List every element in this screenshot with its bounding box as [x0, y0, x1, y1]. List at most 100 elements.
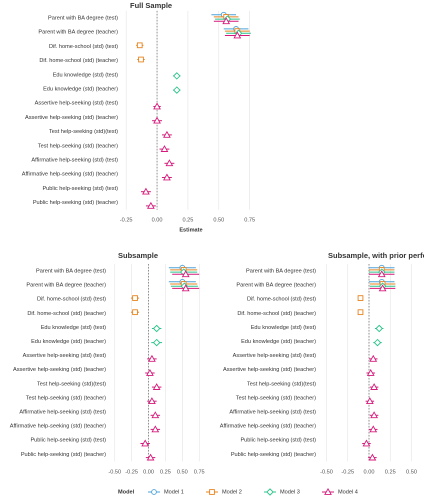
y-tick-label: Assertive help-seeking (std) (test): [35, 101, 118, 107]
point: [148, 397, 156, 405]
y-tick-label: Public help-seeking (std) (test): [240, 438, 316, 444]
y-tick-label: Affirmative help-seeking (std) (test): [19, 409, 106, 415]
point: [163, 173, 171, 181]
x-tick-label: 0.50: [406, 469, 417, 475]
x-tick-label: 0.00: [143, 469, 154, 475]
legend-label: Model 2: [222, 489, 242, 495]
panel-title: Full Sample: [130, 1, 172, 10]
point: [173, 72, 181, 80]
y-tick-label: Public help-seeking (std) (teacher): [21, 452, 106, 458]
point: [222, 17, 231, 25]
y-tick-label: Test help-seeking (std)(test): [37, 381, 106, 387]
point: [152, 338, 161, 347]
y-tick-label: Parent with BA degree (test): [246, 268, 316, 274]
point: [181, 284, 190, 292]
x-tick-label: 0.25: [385, 469, 396, 475]
legend-label: Model 1: [164, 489, 184, 495]
y-tick-label: Dif. home-school (std) (test): [37, 297, 106, 303]
y-tick-label: Assertive help-seeking (std) (test): [233, 353, 316, 359]
x-tick-label: 0.00: [152, 217, 163, 223]
y-tick-label: Dif. home-school (std) (teacher): [39, 58, 118, 64]
x-tick-label: 0.25: [160, 469, 171, 475]
y-tick-label: Affirmative help-seeking (std) (teacher): [22, 172, 118, 178]
y-tick-label: Assertive help-seeking (std) (teacher): [223, 367, 316, 373]
point: [378, 284, 387, 292]
point: [373, 338, 382, 347]
y-tick-label: Public help-seeking (std) (teacher): [33, 200, 118, 206]
y-tick-label: Affirmative help-seeking (std) (teacher): [10, 424, 106, 430]
point: [365, 397, 374, 405]
legend-label: Model 4: [338, 489, 358, 495]
legend-label: Model 3: [280, 489, 300, 495]
y-tick-label: Dif. home-school (std) (teacher): [237, 311, 316, 317]
x-tick-label: 0.75: [194, 469, 205, 475]
y-tick-label: Parent with BA degree (teacher): [26, 283, 106, 289]
point: [369, 425, 378, 433]
y-tick-label: Dif. home-school (std) (test): [247, 297, 316, 303]
point: [209, 489, 215, 495]
y-tick-label: Edu knowledge (std) (test): [53, 72, 118, 78]
y-tick-label: Affirmative help-seeking (std) (test): [229, 409, 316, 415]
point: [152, 324, 161, 333]
point: [362, 439, 371, 447]
point: [132, 295, 138, 301]
point: [146, 368, 154, 376]
y-tick-label: Edu knowledge (std) (teacher): [241, 339, 316, 345]
point: [357, 309, 364, 316]
y-tick-label: Edu knowledge (std) (test): [41, 325, 106, 331]
y-tick-label: Edu knowledge (std) (teacher): [43, 86, 118, 92]
point: [370, 383, 378, 390]
y-tick-label: Test help-seeking (std)(test): [247, 381, 316, 387]
point: [132, 309, 138, 316]
y-tick-label: Test help-seeking (std) (teacher): [236, 395, 316, 401]
x-tick-label: -0.25: [120, 217, 133, 223]
y-tick-label: Affirmative help-seeking (std) (teacher): [220, 424, 316, 430]
point: [369, 354, 378, 362]
y-tick-label: Public help-seeking (std) (test): [30, 438, 106, 444]
y-tick-label: Affirmative help-seeking (std) (test): [31, 157, 118, 163]
point: [357, 295, 364, 301]
y-tick-label: Test help-seeking (std) (teacher): [26, 395, 106, 401]
point: [370, 411, 378, 419]
point: [375, 324, 383, 333]
x-axis-label: Estimate: [179, 227, 202, 233]
x-tick-label: 0.00: [364, 469, 375, 475]
y-tick-label: Parent with BA degree (teacher): [236, 283, 316, 289]
point: [368, 453, 377, 461]
point: [173, 86, 181, 94]
y-tick-label: Assertive help-seeking (std) (teacher): [25, 115, 118, 121]
y-tick-label: Dif. home-school (std) (test): [49, 44, 118, 50]
y-tick-label: Parent with BA degree (test): [36, 268, 106, 274]
point: [153, 116, 161, 124]
panel-title: Subsample: [118, 251, 158, 260]
point: [141, 439, 150, 447]
point: [266, 488, 274, 496]
point: [160, 145, 169, 152]
y-tick-label: Assertive help-seeking (std) (test): [23, 353, 106, 359]
y-tick-label: Parent with BA degree (test): [48, 15, 118, 21]
point: [146, 201, 155, 209]
point: [366, 368, 375, 376]
y-tick-label: Edu knowledge (std) (test): [251, 325, 316, 331]
legend-title: Model: [118, 489, 135, 495]
point: [163, 130, 171, 138]
x-tick-label: 0.50: [177, 469, 188, 475]
point: [151, 489, 157, 495]
y-tick-label: Test help-seeking (std)(test): [49, 129, 118, 135]
y-tick-label: Parent with BA degree (teacher): [38, 30, 118, 36]
panel-title: Subsample, with prior performance: [328, 251, 424, 260]
y-tick-label: Test help-seeking (std) (teacher): [38, 143, 118, 149]
x-tick-label: -0.50: [108, 469, 121, 475]
y-tick-label: Dif. home-school (std) (teacher): [27, 311, 106, 317]
y-tick-label: Edu knowledge (std) (teacher): [31, 339, 106, 345]
point: [324, 487, 332, 495]
point: [136, 42, 143, 49]
point: [181, 270, 190, 278]
y-tick-label: Public help-seeking (std) (test): [42, 186, 118, 192]
point: [142, 187, 150, 195]
point: [153, 102, 161, 110]
x-tick-label: -0.25: [125, 469, 138, 475]
point: [151, 425, 160, 433]
point: [233, 31, 242, 39]
